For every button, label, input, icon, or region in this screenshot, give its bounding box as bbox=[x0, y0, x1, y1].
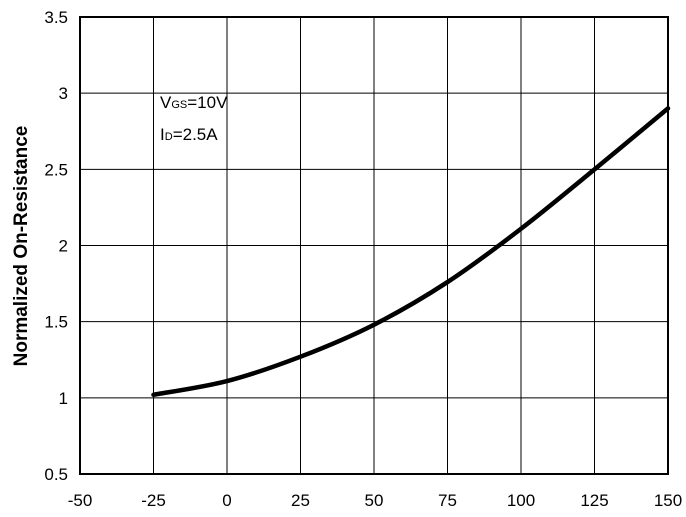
x-tick-label: -50 bbox=[68, 491, 93, 510]
x-tick-label: 50 bbox=[365, 491, 384, 510]
annotation-id-symbol: I bbox=[160, 125, 165, 144]
x-tick-label: 0 bbox=[222, 491, 231, 510]
annotation-vgs-value: =10V bbox=[187, 93, 228, 112]
annotation-vgs-symbol: V bbox=[160, 93, 172, 112]
y-axis-label: Normalized On-Resistance bbox=[11, 126, 32, 367]
series-line bbox=[151, 106, 671, 398]
y-tick-labels: 0.5 1 1.5 2 2.5 3 3.5 bbox=[44, 8, 68, 484]
annotation-id-value: =2.5A bbox=[173, 125, 219, 144]
annotation-id-subscript: D bbox=[165, 131, 173, 143]
x-tick-labels: -50 -25 0 25 50 75 100 125 150 bbox=[68, 491, 682, 510]
y-tick-label: 1.5 bbox=[44, 313, 68, 332]
y-tick-label: 2 bbox=[59, 237, 68, 256]
annotation-vgs-subscript: GS bbox=[171, 99, 187, 111]
x-tick-label: -25 bbox=[141, 491, 166, 510]
annotation-id: ID=2.5A bbox=[160, 125, 218, 144]
x-tick-label: 150 bbox=[654, 491, 682, 510]
grid bbox=[79, 16, 669, 475]
x-tick-label: 100 bbox=[507, 491, 535, 510]
y-tick-label: 1 bbox=[59, 389, 68, 408]
y-tick-label: 0.5 bbox=[44, 465, 68, 484]
y-tick-label: 3.5 bbox=[44, 8, 68, 27]
x-tick-label: 25 bbox=[291, 491, 310, 510]
plot-frame bbox=[79, 16, 669, 475]
x-tick-label: 125 bbox=[580, 491, 608, 510]
y-tick-label: 2.5 bbox=[44, 160, 68, 179]
y-tick-label: 3 bbox=[59, 84, 68, 103]
x-tick-label: 75 bbox=[438, 491, 457, 510]
annotation-vgs: VGS=10V bbox=[160, 93, 228, 112]
